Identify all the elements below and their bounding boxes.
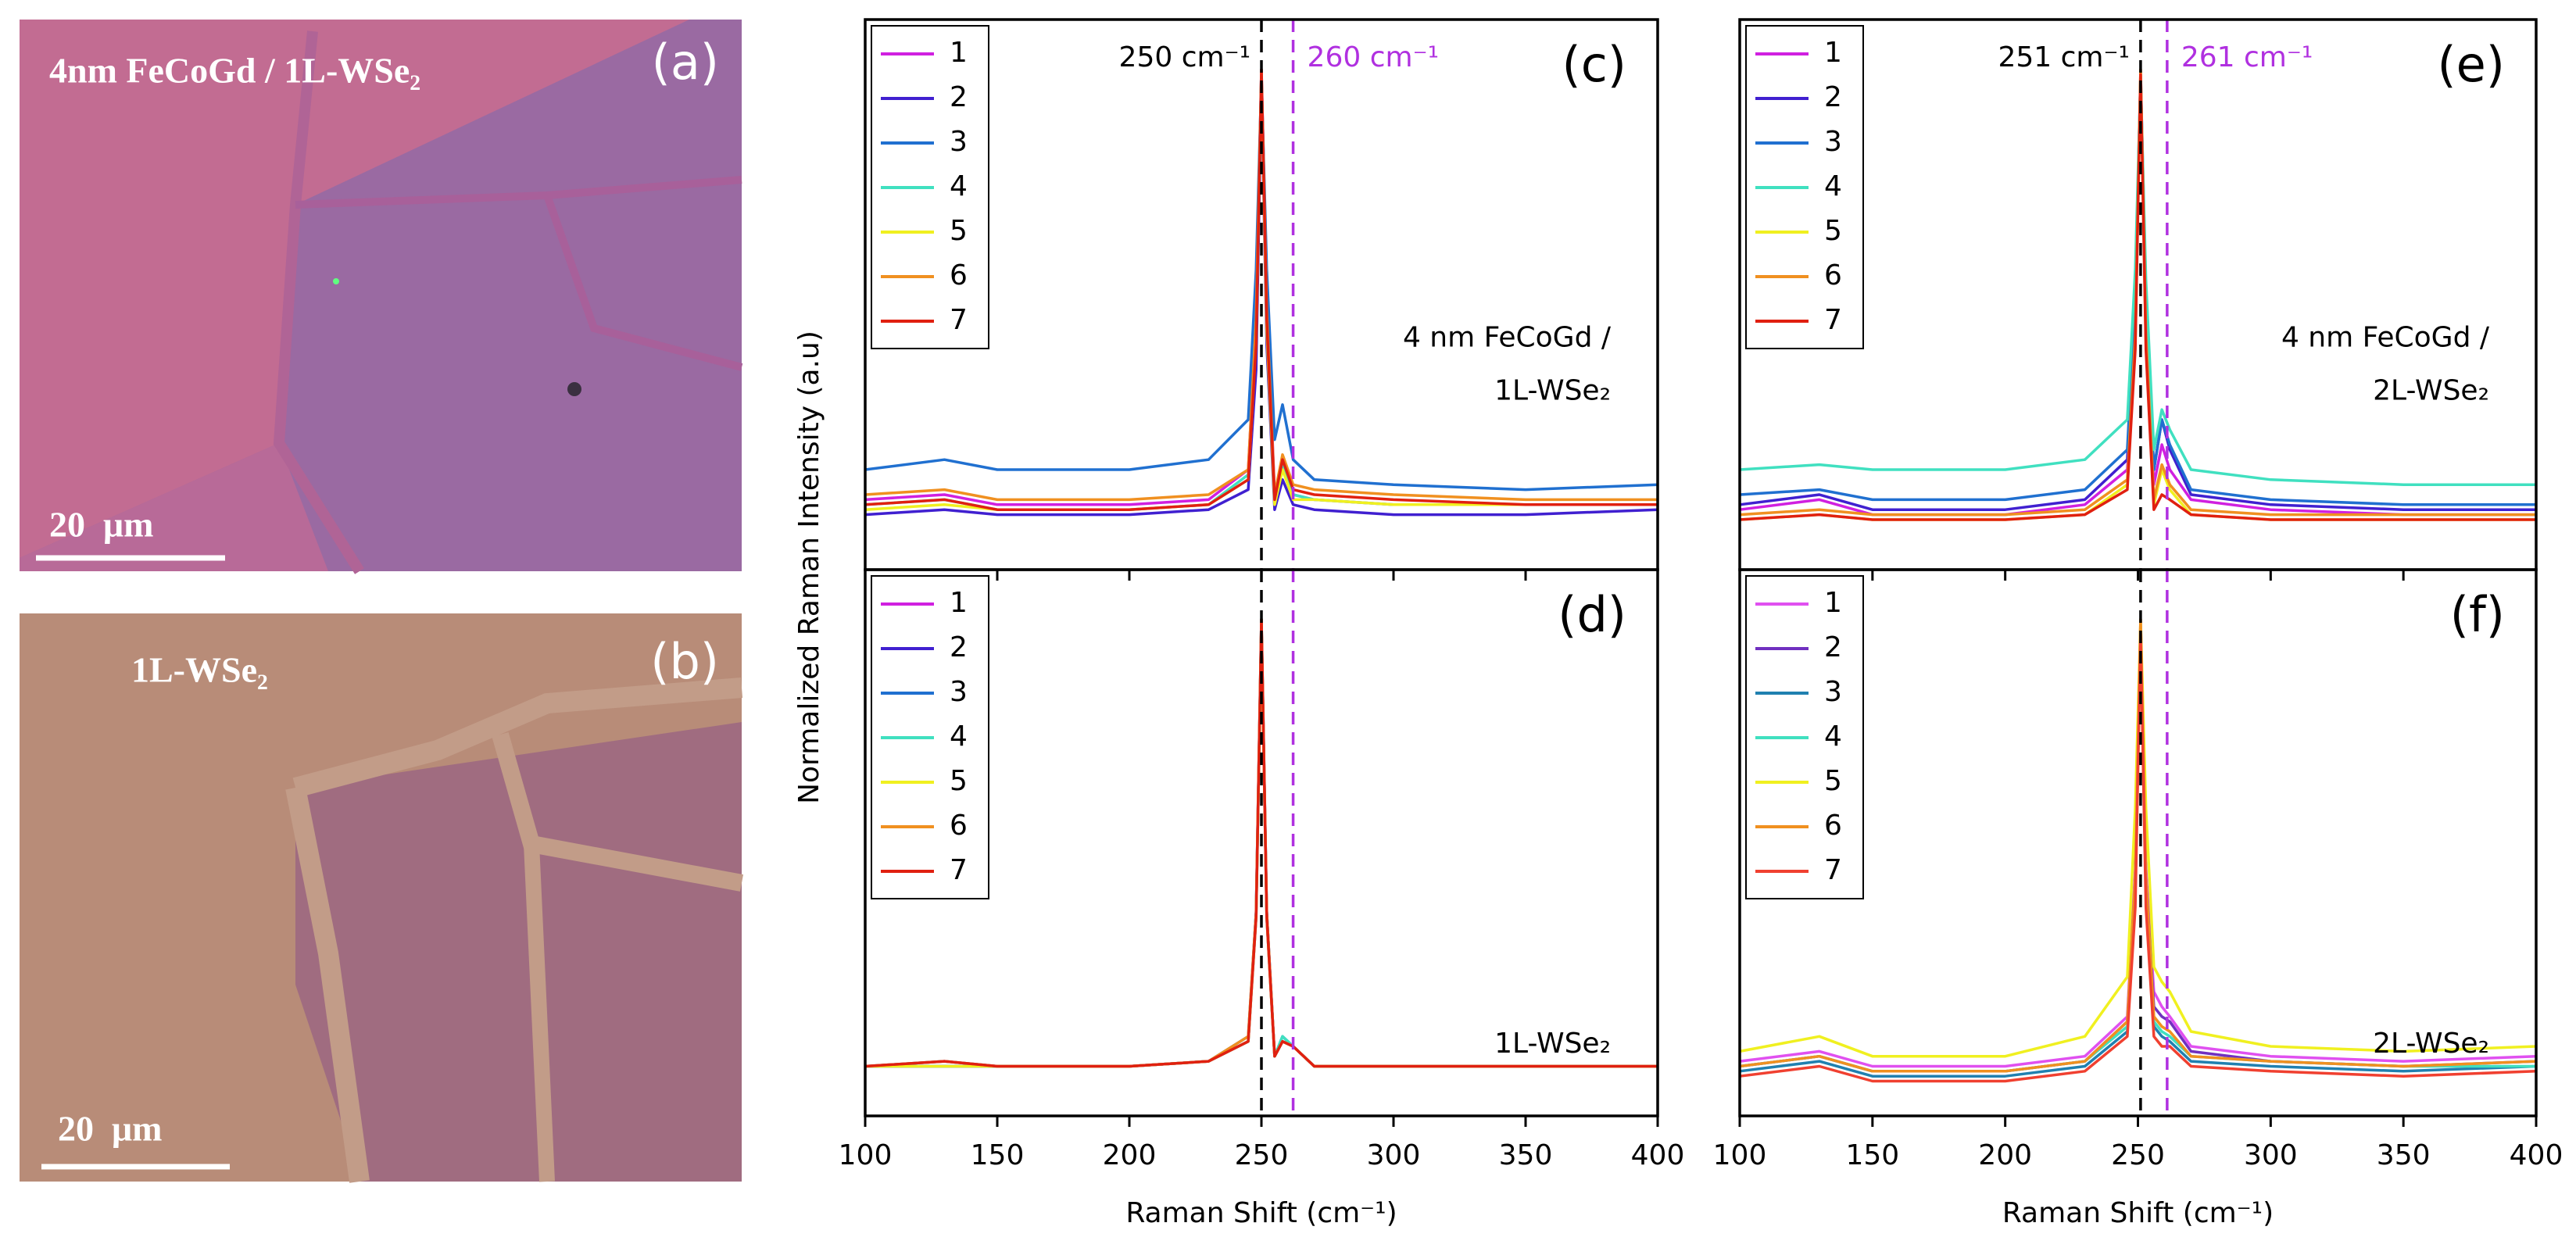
legend-label: 5	[1824, 765, 1842, 797]
scale-label: 20 μm	[58, 1109, 162, 1149]
legend-label: 4	[1824, 720, 1842, 753]
legend-label: 2	[950, 81, 968, 113]
legend-label: 4	[950, 720, 968, 753]
panel-note: 2L-WSe₂	[2373, 374, 2489, 406]
panel-note: 2L-WSe₂	[2373, 1028, 2489, 1060]
legend-label: 6	[1824, 810, 1842, 842]
micrograph-a: 4nm FeCoGd / 1L-WSe₂ (a) 20 μm	[20, 20, 743, 574]
panel-note: 4 nm FeCoGd /	[1403, 321, 1612, 353]
legend-label: 3	[1824, 676, 1842, 708]
stripe	[285, 785, 370, 1183]
legend-label: 2	[1824, 631, 1842, 663]
image-title: 1L-WSe₂	[131, 650, 268, 690]
reference-label: 260 cm⁻¹	[1308, 41, 1439, 73]
legend-label: 4	[1824, 170, 1842, 202]
legend-label: 2	[950, 631, 968, 663]
stripe	[524, 843, 555, 1182]
speck	[333, 278, 339, 284]
legend-label: 7	[950, 304, 968, 336]
legend-label: 3	[1824, 126, 1842, 158]
y-axis-label: Normalized Raman Intensity (a.u)	[793, 331, 825, 804]
legend-label: 1	[1824, 37, 1842, 69]
x-axis-label: Raman Shift (cm⁻¹)	[2002, 1197, 2274, 1229]
region	[20, 613, 742, 1182]
x-tick-label: 250	[1235, 1139, 1289, 1171]
panel-note: 1L-WSe₂	[1494, 374, 1611, 406]
legend-label: 5	[950, 215, 968, 247]
legend-label: 2	[1824, 81, 1842, 113]
panel-label: (e)	[2437, 36, 2505, 93]
plot-frame	[1738, 568, 2538, 1117]
micrograph-b: 1L-WSe₂ (b) 20 μm	[20, 613, 744, 1183]
legend-label: 3	[950, 676, 968, 708]
x-tick-label: 300	[1367, 1139, 1421, 1171]
legend-label: 6	[950, 259, 968, 291]
legend-label: 5	[950, 765, 968, 797]
panel-label: (a)	[652, 34, 719, 91]
panel-label: (d)	[1558, 586, 1626, 643]
legend-label: 1	[1824, 587, 1842, 619]
scale-label: 20 μm	[49, 505, 153, 545]
series-line	[1739, 73, 2536, 521]
x-tick-label: 200	[1978, 1139, 2032, 1171]
legend-label: 1	[950, 37, 968, 69]
speck	[567, 382, 581, 396]
legend-label: 6	[1824, 259, 1842, 291]
image-title: 4nm FeCoGd / 1L-WSe₂	[49, 51, 420, 91]
x-tick-label: 100	[1713, 1139, 1767, 1171]
panel-label: (b)	[650, 633, 719, 690]
legend-label: 5	[1824, 215, 1842, 247]
x-tick-label: 150	[971, 1139, 1025, 1171]
legend-label: 1	[950, 587, 968, 619]
reference-label: 251 cm⁻¹	[1998, 41, 2129, 73]
panel-note: 1L-WSe₂	[1494, 1028, 1611, 1060]
x-tick-label: 400	[1631, 1139, 1685, 1171]
reference-label: 261 cm⁻¹	[2181, 41, 2313, 73]
legend-label: 7	[1824, 304, 1842, 336]
region	[20, 443, 328, 571]
x-tick-label: 150	[1845, 1139, 1899, 1171]
legend-label: 7	[950, 854, 968, 886]
legend-label: 3	[950, 126, 968, 158]
x-tick-label: 350	[1499, 1139, 1553, 1171]
panel-label: (c)	[1562, 36, 1626, 93]
region	[20, 20, 689, 558]
edge	[273, 30, 364, 574]
panel-label: (f)	[2450, 586, 2505, 643]
legend-label: 7	[1824, 854, 1842, 886]
x-axis-label: Raman Shift (cm⁻¹)	[1125, 1197, 1397, 1229]
edge	[543, 194, 743, 371]
legend-label: 6	[950, 810, 968, 842]
panel-note: 4 nm FeCoGd /	[2281, 321, 2490, 353]
reference-label: 250 cm⁻¹	[1119, 41, 1250, 73]
x-tick-label: 300	[2244, 1139, 2298, 1171]
legend-label: 4	[950, 170, 968, 202]
x-tick-label: 350	[2377, 1139, 2431, 1171]
x-tick-label: 400	[2510, 1139, 2563, 1171]
x-tick-label: 100	[839, 1139, 893, 1171]
x-tick-label: 250	[2111, 1139, 2165, 1171]
plot-frame	[864, 568, 1659, 1117]
stripe	[292, 678, 743, 798]
x-tick-label: 200	[1103, 1139, 1157, 1171]
